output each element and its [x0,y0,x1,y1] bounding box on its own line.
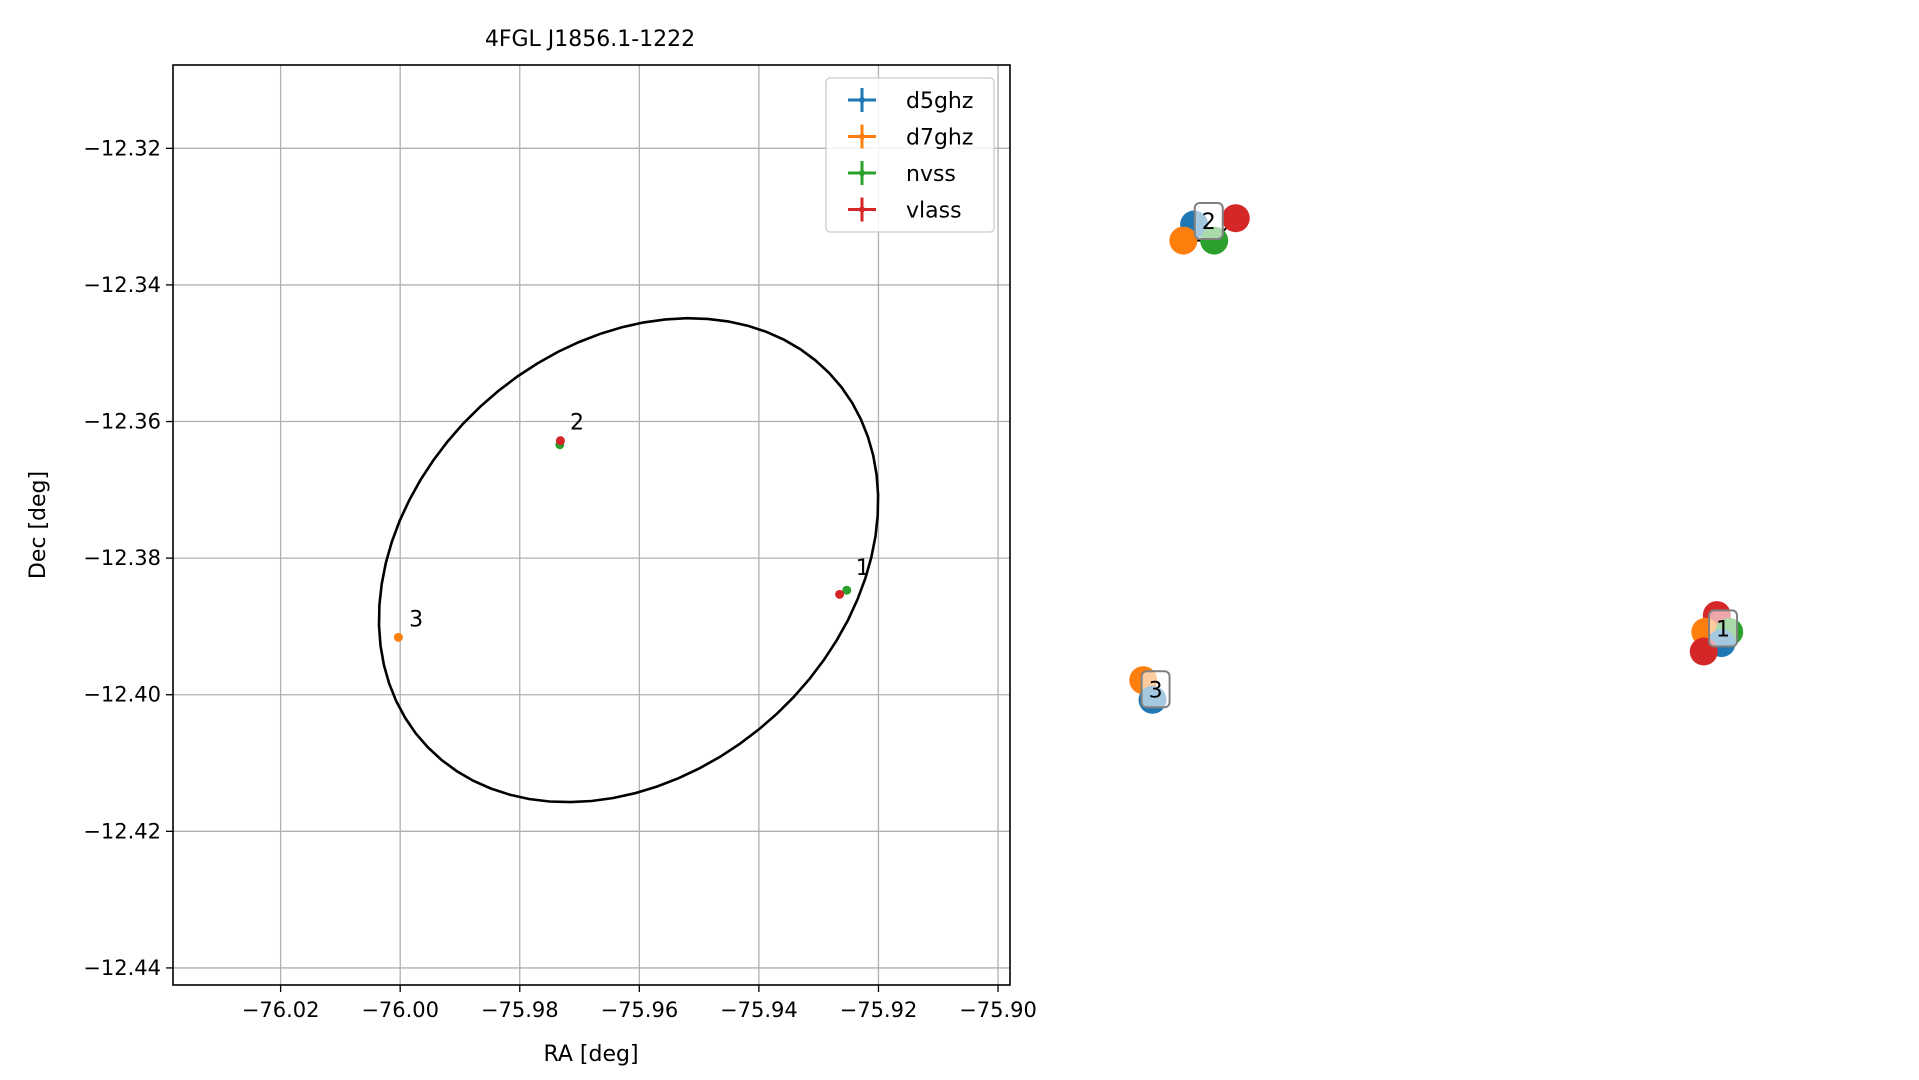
graph-node-vlass [1221,204,1250,233]
vlass-point [555,436,565,446]
cluster-label-box [1193,202,1224,240]
x-tick-label: −76.02 [242,998,320,1022]
cluster-label-box [1140,670,1171,709]
source-annotation: 1 [856,556,870,581]
cluster-label: 2 [1193,202,1224,240]
legend-box [825,77,995,233]
legend-marker [859,206,865,213]
ellipse-layer [377,316,880,804]
legend-entry-d5ghz: d5ghz [848,88,973,114]
y-tick-label: −12.34 [83,273,161,297]
legend-label: vlass [906,199,962,224]
graph-node-d7ghz [1169,226,1198,255]
y-ticks: −12.32 −12.34 −12.36 −12.38 −12.40 −12.42 −12.… [83,136,173,980]
legend-label: nvss [906,162,956,187]
scatter-panel: 4FGL J1856.1-1222 1 2 3 −76.02 −76.00 −75.98… [26,27,1037,1067]
cluster-label-box [1708,609,1739,648]
localization-ellipse [377,316,880,804]
graph-panel: 2 3 1 [1129,202,1744,714]
x-tick-label: −75.96 [600,998,678,1022]
cluster-label-text: 3 [1149,678,1163,703]
nvss-point [842,585,852,595]
vlass-marker [835,589,845,599]
source-annotation: 2 [570,411,584,436]
legend-marker [859,97,865,103]
chart-title: 4FGL J1856.1-1222 [485,27,695,52]
legend-label: d5ghz [906,89,973,114]
y-tick-label: −12.36 [83,410,161,434]
vlass-point [835,589,845,599]
legend-entry-d7ghz: d7ghz [848,124,973,151]
axes-frame [172,64,1011,986]
legend-entry-vlass: vlass [848,197,962,224]
x-tick-label: −75.98 [481,998,559,1022]
x-tick-label: −75.92 [840,998,918,1022]
y-tick-label: −12.40 [83,683,161,707]
legend-label: d7ghz [906,126,973,151]
annotation-layer: 1 2 3 [409,411,870,633]
x-axis-label: RA [deg] [543,1042,638,1067]
y-tick-label: −12.32 [83,136,161,160]
cluster-label-text: 1 [1716,617,1730,642]
legend: d5ghz d7ghz nvss vlass [825,77,995,233]
cluster-label: 1 [1708,609,1739,648]
y-tick-label: −12.38 [83,546,161,570]
vlass-marker [555,436,565,446]
legend-marker [859,133,865,140]
points-layer [393,436,852,642]
x-tick-label: −76.00 [361,998,439,1022]
cluster-label: 3 [1140,670,1171,709]
legend-entry-nvss: nvss [848,161,956,187]
y-tick-label: −12.44 [83,956,161,980]
y-axis-label: Dec [deg] [26,471,51,579]
d7ghz-marker [393,632,403,642]
x-tick-label: −75.94 [720,998,798,1022]
d7ghz-point [393,632,403,642]
source-annotation: 3 [409,607,423,632]
graph-labels: 2 3 1 [1140,202,1739,709]
legend-marker [859,170,865,176]
x-ticks: −76.02 −76.00 −75.98 −75.96 −75.94 −75.92 −75.… [242,985,1037,1022]
x-tick-label: −75.90 [959,998,1037,1022]
y-tick-label: −12.42 [83,819,161,843]
cluster-label-text: 2 [1202,210,1216,235]
nvss-marker [842,585,852,595]
